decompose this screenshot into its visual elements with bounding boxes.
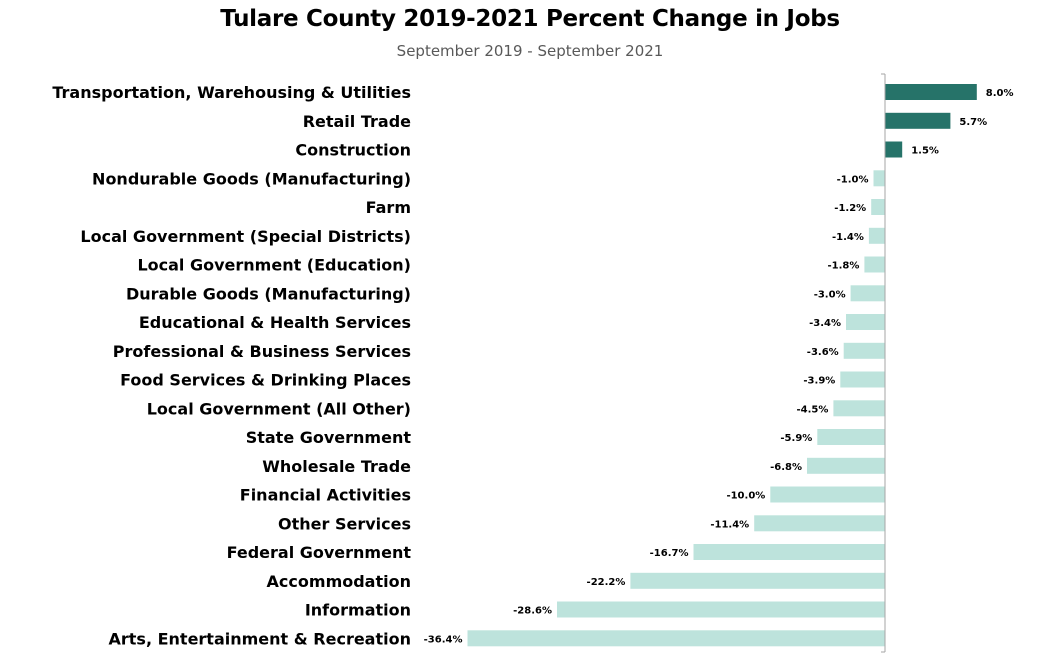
bar [885, 112, 951, 129]
category-label: Food Services & Drinking Places [120, 371, 411, 390]
bar [885, 141, 903, 158]
bar [817, 429, 885, 445]
bar [467, 630, 885, 647]
data-label: -5.9% [780, 433, 812, 444]
category-label: Transportation, Warehousing & Utilities [52, 83, 411, 102]
category-label: Information [305, 601, 411, 620]
bar [807, 457, 885, 474]
category-label: Federal Government [227, 543, 412, 562]
data-label: -1.4% [832, 232, 864, 243]
data-label: -3.9% [803, 376, 835, 387]
bar [630, 572, 885, 589]
data-label: -3.6% [807, 347, 839, 358]
category-label: State Government [246, 428, 412, 447]
bar [885, 84, 977, 100]
data-label: -6.8% [770, 462, 802, 473]
bar [873, 170, 885, 187]
data-label: -3.4% [809, 318, 841, 329]
category-label: Local Government (Education) [137, 256, 411, 275]
category-label: Farm [366, 198, 411, 217]
category-label: Local Government (Special Districts) [80, 227, 411, 246]
category-label: Other Services [278, 514, 411, 533]
data-label: -1.8% [828, 261, 860, 272]
bar [864, 256, 885, 273]
category-label: Durable Goods (Manufacturing) [126, 284, 411, 303]
bar [840, 371, 885, 388]
category-label: Retail Trade [303, 112, 411, 131]
data-label: -22.2% [587, 577, 626, 588]
data-label: -16.7% [650, 548, 689, 559]
data-label: 5.7% [959, 117, 987, 128]
data-label: 8.0% [986, 88, 1014, 99]
data-label: -10.0% [726, 491, 765, 502]
bar [754, 515, 885, 532]
bar [868, 227, 885, 244]
bar [770, 486, 885, 503]
category-label: Arts, Entertainment & Recreation [109, 629, 412, 648]
data-label: 1.5% [911, 146, 939, 157]
category-label: Accommodation [267, 572, 411, 591]
data-label: -1.2% [834, 203, 866, 214]
data-label: -3.0% [814, 289, 846, 300]
bar [850, 285, 885, 302]
data-label: -36.4% [424, 634, 463, 645]
bar [846, 314, 885, 330]
category-label: Construction [295, 141, 411, 160]
chart-title: Tulare County 2019-2021 Percent Change i… [220, 6, 840, 32]
category-label: Professional & Business Services [113, 342, 411, 361]
data-label: -1.0% [837, 174, 869, 185]
bar [693, 544, 885, 560]
category-label: Educational & Health Services [139, 313, 411, 332]
data-label: -11.4% [710, 519, 749, 530]
category-label: Wholesale Trade [262, 457, 411, 476]
data-label: -28.6% [513, 606, 552, 617]
category-label: Financial Activities [240, 486, 411, 505]
data-label: -4.5% [797, 404, 829, 415]
bar [557, 601, 885, 618]
category-label: Nondurable Goods (Manufacturing) [92, 169, 411, 188]
category-label: Local Government (All Other) [147, 399, 411, 418]
bar [843, 342, 885, 359]
bar [833, 400, 885, 417]
chart-subtitle: September 2019 - September 2021 [396, 42, 664, 60]
bar [871, 199, 885, 215]
